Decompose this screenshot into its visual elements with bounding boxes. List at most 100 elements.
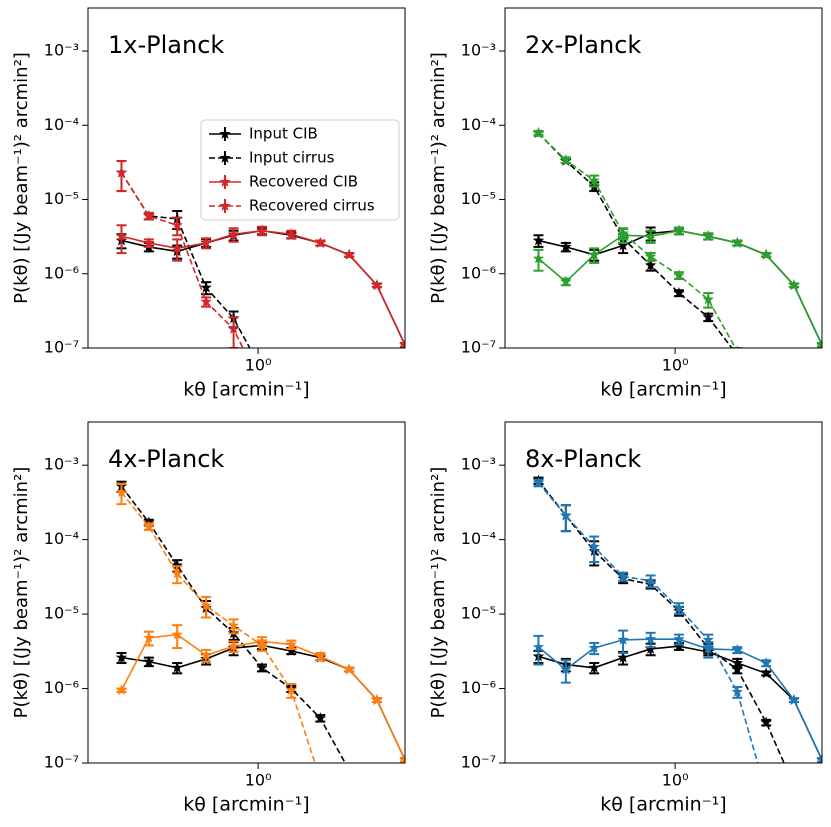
legend-marker (219, 152, 231, 163)
marker (731, 236, 744, 248)
marker (200, 599, 212, 611)
marker (560, 154, 572, 165)
legend: Input CIB Input cirrus Recovered CIB Recove… (200, 119, 400, 221)
marker (314, 236, 327, 248)
y-tick-label: 10⁻⁶ (44, 263, 79, 282)
y-tick-label: 10⁻⁶ (44, 678, 79, 697)
marker (171, 628, 183, 640)
marker (171, 567, 183, 579)
marker (532, 252, 545, 264)
marker (115, 651, 128, 663)
marker (760, 248, 772, 260)
marker (285, 684, 297, 696)
series-line (121, 229, 405, 346)
marker (760, 667, 772, 679)
marker (171, 242, 183, 254)
y-tick-label: 10⁻³ (44, 455, 79, 474)
marker (644, 633, 657, 645)
marker (143, 236, 155, 248)
y-tick-label: 10⁻⁴ (44, 529, 79, 548)
marker (343, 764, 354, 775)
marker (617, 227, 629, 239)
marker (371, 279, 383, 291)
y-tick-label: 10⁻⁴ (461, 115, 496, 134)
marker (644, 250, 657, 262)
marker (285, 228, 297, 240)
legend-label: Recovered cirrus (249, 197, 375, 215)
series-line (537, 480, 785, 763)
plot-area (532, 474, 822, 798)
series-line (538, 645, 822, 761)
axes-frame (504, 421, 823, 764)
x-axis-label: kθ [arcmin⁻¹] (183, 379, 309, 401)
marker (560, 509, 572, 521)
y-tick-label: 10⁻⁵ (44, 604, 79, 623)
axes-frame (87, 7, 406, 349)
plot-area (115, 160, 405, 348)
marker (200, 236, 212, 248)
marker (200, 295, 212, 307)
marker (560, 240, 572, 252)
marker (343, 663, 355, 675)
marker (760, 716, 772, 728)
y-tick-label: 10⁻⁶ (461, 263, 496, 282)
panel-title: 4x-Planck (108, 445, 224, 473)
marker (760, 787, 771, 798)
marker (732, 349, 743, 360)
marker (644, 259, 657, 271)
marker (617, 239, 629, 251)
marker (227, 640, 240, 652)
marker (143, 631, 155, 643)
marker (588, 661, 600, 673)
legend-label: Recovered CIB (249, 173, 358, 191)
y-tick-label: 10⁻⁷ (461, 338, 496, 357)
marker (115, 230, 128, 242)
marker (673, 224, 685, 236)
legend-label: Input cirrus (249, 149, 335, 167)
marker (314, 712, 327, 724)
series-line (121, 644, 405, 761)
marker (399, 753, 405, 763)
marker (644, 230, 657, 242)
y-tick-label: 10⁻⁴ (44, 115, 79, 134)
series-line (121, 229, 405, 346)
series-line (537, 638, 822, 761)
marker (143, 655, 155, 667)
marker (588, 642, 600, 653)
marker (314, 650, 327, 662)
marker (736, 345, 739, 348)
y-tick-label: 10⁻³ (461, 455, 496, 474)
marker (816, 753, 822, 763)
series-line (120, 172, 251, 348)
marker (617, 570, 629, 582)
marker (673, 602, 685, 614)
marker (731, 663, 744, 675)
marker (560, 663, 572, 675)
panel: 10⁻⁷ 10⁻⁶ 10⁻⁵ 10⁻⁴ 10⁻³ 10⁰ kθ [arcmin⁻¹] P(kθ… (11, 7, 406, 401)
marker (143, 520, 155, 532)
y-tick-label: 10⁻⁷ (44, 753, 79, 772)
y-tick-label: 10⁻³ (461, 41, 496, 60)
marker (171, 219, 183, 231)
panel: 10⁻⁷ 10⁻⁶ 10⁻⁵ 10⁻⁴ 10⁻³ 10⁰ kθ [arcmin⁻¹] P(kθ… (428, 421, 823, 816)
marker (617, 651, 629, 663)
marker (227, 323, 240, 334)
panel-title: 8x-Planck (525, 445, 641, 473)
marker (731, 657, 744, 668)
marker (227, 228, 240, 240)
marker (171, 559, 183, 571)
panel: 10⁻⁷ 10⁻⁶ 10⁻⁵ 10⁻⁴ 10⁻³ 10⁰ kθ [arcmin⁻¹] P(kθ… (11, 421, 406, 816)
marker (343, 248, 355, 260)
y-tick-label: 10⁻⁵ (44, 189, 79, 208)
x-tick-label: 10⁰ (662, 356, 689, 375)
plot-area (532, 127, 822, 360)
marker (532, 641, 545, 652)
marker (256, 224, 268, 236)
x-axis-label: kθ [arcmin⁻¹] (183, 794, 309, 816)
marker (702, 633, 714, 645)
marker (673, 269, 685, 281)
y-axis-label: P(kθ) [(Jy beam⁻¹)² arcmin²] (11, 467, 32, 719)
marker (256, 661, 268, 673)
y-tick-label: 10⁻⁷ (461, 753, 496, 772)
